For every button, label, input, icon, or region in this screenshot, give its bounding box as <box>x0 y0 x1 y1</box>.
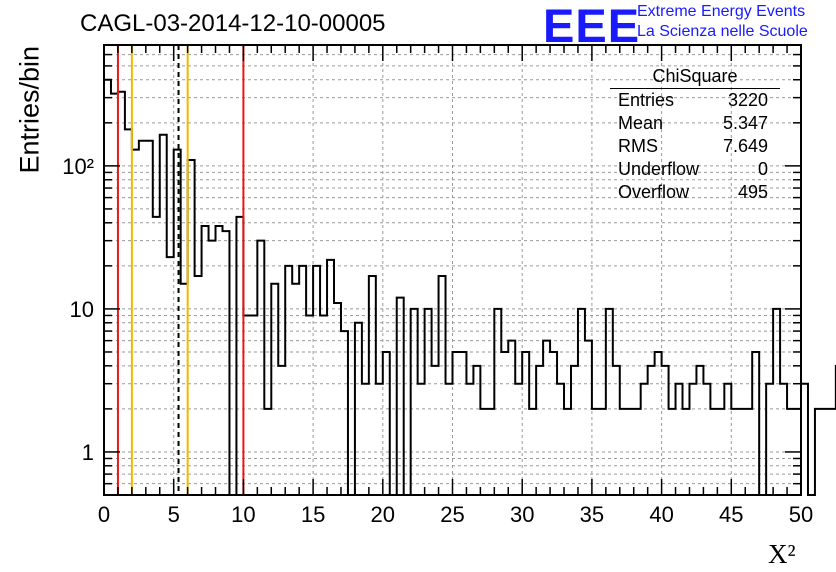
stats-row-rms: RMS 7.649 <box>610 135 780 158</box>
y-axis-ticks: 1 10 10² <box>62 53 801 485</box>
stats-value: 3220 <box>727 90 768 110</box>
histogram-step-line <box>103 78 836 496</box>
histogram-series <box>103 78 836 496</box>
x-tick-label: 10 <box>231 502 255 527</box>
stats-row-underflow: Underflow 0 <box>610 158 780 181</box>
x-tick-label: 20 <box>371 502 395 527</box>
stats-label: RMS <box>618 136 658 156</box>
stats-value: 0 <box>757 159 768 179</box>
x-axis-ticks: 0 5 10 15 20 25 30 35 40 45 50 <box>98 45 813 527</box>
stats-box: ChiSquare Entries 3220 Mean 5.347 RMS 7.… <box>610 66 780 204</box>
stats-row-mean: Mean 5.347 <box>610 112 780 135</box>
x-tick-label: 30 <box>510 502 534 527</box>
stats-row-overflow: Overflow 495 <box>610 181 780 204</box>
stats-label: Mean <box>618 113 664 133</box>
x-tick-label: 15 <box>301 502 325 527</box>
y-tick-label: 10 <box>70 297 94 322</box>
x-tick-label: 5 <box>168 502 180 527</box>
y-tick-label: 1 <box>82 440 94 465</box>
x-tick-label: 40 <box>649 502 673 527</box>
stats-value: 5.347 <box>722 113 768 133</box>
reference-lines <box>116 45 245 495</box>
stats-row-entries: Entries 3220 <box>610 89 780 112</box>
logo-text-line2: La Scienza nelle Scuole <box>637 23 808 40</box>
x-tick-label: 0 <box>98 502 110 527</box>
x-tick-label: 35 <box>580 502 604 527</box>
x-axis-label: X² <box>768 539 796 569</box>
logo-text-line1: Extreme Energy Events <box>637 3 806 20</box>
eee-logo-mark: EEE <box>543 0 641 52</box>
stats-label: Underflow <box>618 159 700 179</box>
stats-title: ChiSquare <box>610 66 780 89</box>
chart-title: CAGL-03-2014-12-10-00005 <box>80 10 386 37</box>
stats-label: Entries <box>618 90 675 110</box>
x-tick-label: 45 <box>719 502 743 527</box>
x-tick-label: 50 <box>789 502 813 527</box>
stats-label: Overflow <box>618 182 690 202</box>
y-tick-label: 10² <box>62 154 94 179</box>
stats-value: 495 <box>737 182 768 202</box>
stats-value: 7.649 <box>722 136 768 156</box>
x-tick-label: 25 <box>440 502 464 527</box>
y-axis-label: Entries/bin <box>14 45 45 174</box>
